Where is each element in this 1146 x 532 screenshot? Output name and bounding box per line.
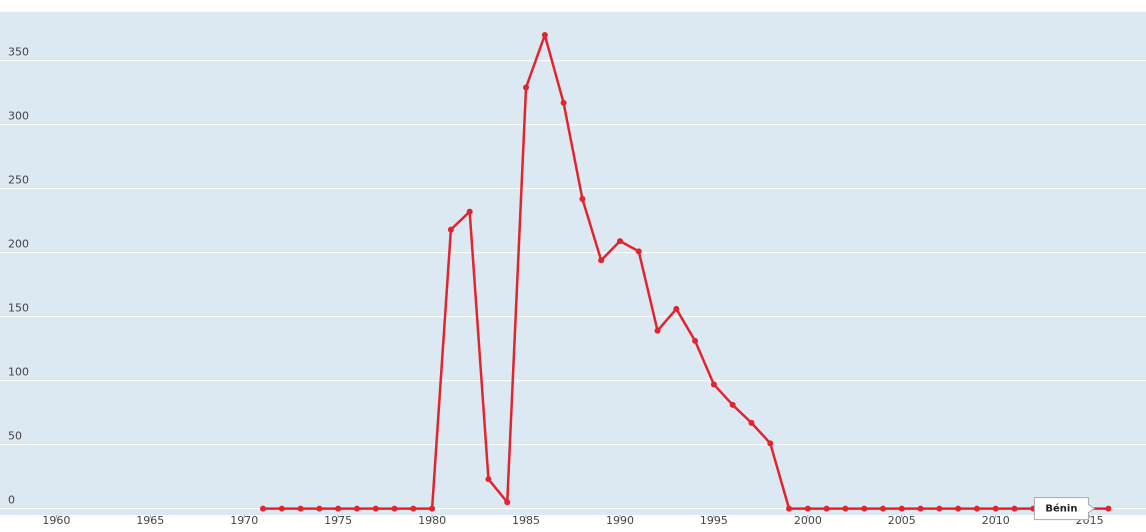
y-tick-label: 250 [8, 174, 29, 187]
data-point [917, 505, 924, 512]
y-tick-label: 50 [8, 430, 22, 443]
x-tick-label: 1990 [606, 514, 634, 527]
data-point [598, 257, 605, 264]
data-point [372, 505, 379, 512]
y-tick-label: 300 [8, 110, 29, 123]
data-point [353, 505, 360, 512]
series-label: Bénin [1033, 497, 1096, 521]
y-tick-label: 100 [8, 366, 29, 379]
plot-background [0, 12, 1146, 515]
data-point [278, 505, 285, 512]
x-tick-label: 1995 [700, 514, 728, 527]
data-point [485, 476, 492, 483]
data-point [335, 505, 342, 512]
y-tick-label: 150 [8, 302, 29, 315]
x-tick-label: 1980 [418, 514, 446, 527]
series-label-box [1033, 497, 1096, 521]
data-point [973, 505, 980, 512]
data-point [748, 419, 755, 426]
data-point [1011, 505, 1018, 512]
data-point [955, 505, 962, 512]
x-tick-label: 1970 [230, 514, 258, 527]
data-point [297, 505, 304, 512]
data-point [992, 505, 999, 512]
y-tick-label: 0 [8, 494, 15, 507]
data-point [316, 505, 323, 512]
x-tick-label: 1965 [136, 514, 164, 527]
data-point [767, 440, 774, 447]
y-tick-label: 200 [8, 238, 29, 251]
data-point [729, 401, 736, 408]
x-tick-label: 2010 [982, 514, 1010, 527]
data-point [654, 327, 661, 334]
data-point [1105, 505, 1112, 512]
data-point [936, 505, 943, 512]
data-point [823, 505, 830, 512]
data-point [898, 505, 905, 512]
x-tick-label: 1960 [42, 514, 70, 527]
data-point [391, 505, 398, 512]
data-point [673, 305, 680, 312]
data-point [710, 381, 717, 388]
data-point [579, 195, 586, 202]
data-point [861, 505, 868, 512]
data-point [410, 505, 417, 512]
y-tick-label: 350 [8, 46, 29, 59]
data-point [523, 84, 530, 91]
data-point [879, 505, 886, 512]
data-point [447, 226, 454, 233]
data-point [541, 32, 548, 39]
data-point [616, 238, 623, 245]
data-point [560, 99, 567, 106]
data-point [635, 248, 642, 255]
data-point [466, 208, 473, 215]
data-point [842, 505, 849, 512]
x-tick-label: 1985 [512, 514, 540, 527]
data-point [804, 505, 811, 512]
data-point [504, 499, 511, 506]
data-point [786, 505, 793, 512]
x-tick-label: 1975 [324, 514, 352, 527]
series-label-text: Bénin [1045, 503, 1077, 515]
x-tick-label: 2005 [888, 514, 916, 527]
data-point [260, 505, 267, 512]
data-point [692, 337, 699, 344]
data-point [429, 505, 436, 512]
x-tick-label: 2000 [794, 514, 822, 527]
series-line [263, 33, 1109, 510]
